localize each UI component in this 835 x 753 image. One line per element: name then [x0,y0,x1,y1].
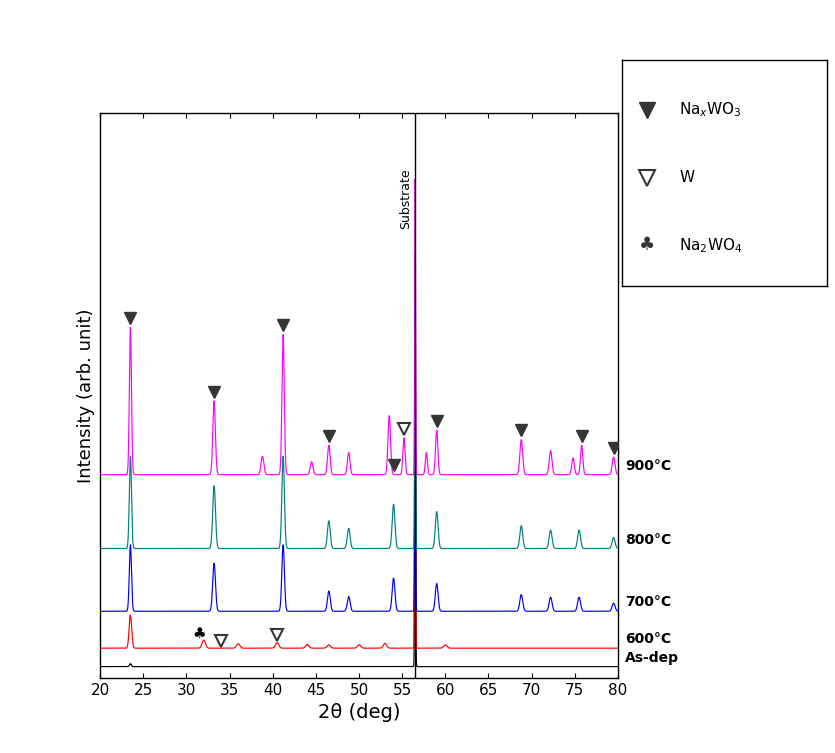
Text: 700°C: 700°C [625,596,671,609]
Text: ♣: ♣ [193,626,206,641]
X-axis label: 2θ (deg): 2θ (deg) [318,703,400,722]
Text: Substrate: Substrate [398,169,412,229]
Text: Na$_x$WO$_3$: Na$_x$WO$_3$ [680,101,742,119]
Y-axis label: Intensity (arb. unit): Intensity (arb. unit) [77,308,94,483]
Text: 600°C: 600°C [625,633,671,646]
Text: Na$_2$WO$_4$: Na$_2$WO$_4$ [680,236,743,255]
Text: ♣: ♣ [639,236,655,255]
Text: As-dep: As-dep [625,651,679,665]
Text: W: W [680,170,695,185]
Text: 900°C: 900°C [625,459,671,473]
Text: 800°C: 800°C [625,532,671,547]
